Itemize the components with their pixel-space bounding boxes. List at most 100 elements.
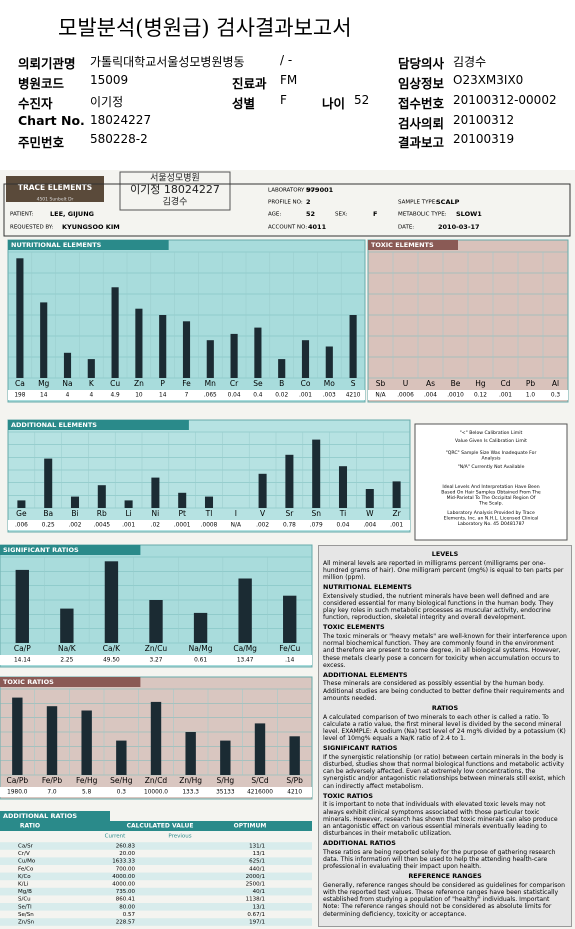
element-label: P xyxy=(160,379,165,388)
element-value: .006 xyxy=(15,523,28,529)
element-value: .0010 xyxy=(447,393,464,399)
table-current: 260.83 xyxy=(116,844,136,850)
value-row xyxy=(368,390,568,400)
element-label: Sr xyxy=(285,509,294,518)
element-label: Se xyxy=(253,379,263,388)
element-label: S/Cd xyxy=(251,776,269,785)
chart-head xyxy=(368,240,458,250)
bar xyxy=(17,500,26,508)
info-label: 나이 xyxy=(322,96,346,111)
element-value: 4.9 xyxy=(110,393,120,399)
element-label: Cu xyxy=(110,379,120,388)
element-label: Ti xyxy=(339,509,346,518)
bar xyxy=(12,697,23,775)
info-value: 18024227 xyxy=(90,113,152,127)
note-heading: TOXIC RATIOS xyxy=(323,791,373,800)
info-value: 20100312 xyxy=(453,113,515,127)
element-label: I xyxy=(235,509,237,518)
legend-item: "N/A" Currently Not Available xyxy=(458,464,525,470)
element-label: K xyxy=(89,379,95,388)
info-extra: / - xyxy=(280,53,293,67)
element-label: Ba xyxy=(43,509,53,518)
element-label: Sn xyxy=(311,509,321,518)
bar xyxy=(40,302,48,378)
element-label: Ca/K xyxy=(103,644,121,653)
bar xyxy=(220,740,231,775)
bar xyxy=(193,612,208,643)
element-label: Mo xyxy=(324,379,335,388)
table-stripe xyxy=(0,857,312,865)
element-value: 14 xyxy=(159,393,167,399)
element-value: 198 xyxy=(14,393,25,399)
title: 모발분석(병원급) 검사결과보고서 xyxy=(58,16,352,40)
table-optimum: 1138/1 xyxy=(246,897,265,903)
note-heading: RATIOS xyxy=(431,704,459,712)
element-label: Be xyxy=(451,379,461,388)
table-optimum: 0.67/1 xyxy=(247,912,265,918)
element-label: S xyxy=(351,379,356,388)
chart-title: SIGNIFICANT RATIOS xyxy=(3,546,79,554)
info-value: 김경수 xyxy=(453,55,487,69)
info-label: 성별 xyxy=(232,96,256,111)
table-current: 4000.00 xyxy=(112,882,135,888)
field-label: SEX: xyxy=(335,212,348,218)
bar xyxy=(87,359,95,378)
element-value: 4216000 xyxy=(247,790,273,796)
field-value: 979001 xyxy=(306,186,334,194)
element-label: Ni xyxy=(152,509,160,518)
note-heading: REFERENCE RANGES xyxy=(408,872,482,881)
table-current: 4000.00 xyxy=(112,874,135,880)
element-value: 1.0 xyxy=(526,393,536,399)
element-value: 133.3 xyxy=(182,790,199,796)
table-ratio: Fe/Co xyxy=(18,866,34,872)
element-value: .001 xyxy=(499,393,512,399)
info-value: 20100319 xyxy=(453,132,515,146)
element-label: Tl xyxy=(205,509,213,518)
bar xyxy=(182,321,191,378)
element-value: 0.25 xyxy=(42,523,55,529)
element-value: 0.4 xyxy=(253,393,263,399)
element-label: Rb xyxy=(97,509,107,518)
note-heading: SIGNIFICANT RATIOS xyxy=(323,744,398,753)
element-label: Zn/Cu xyxy=(145,644,168,653)
stamp: 이기정 18024227 xyxy=(130,183,220,196)
element-value: .002 xyxy=(256,523,269,529)
table-stripe xyxy=(0,918,312,926)
field-value: 4011 xyxy=(308,223,327,231)
field-value: SLOW1 xyxy=(456,210,482,218)
element-label: W xyxy=(366,509,374,518)
element-label: Fe/Cu xyxy=(279,644,300,653)
value-row xyxy=(0,655,312,665)
element-value: 7.0 xyxy=(47,790,57,796)
table-column: RATIO xyxy=(20,823,40,830)
element-label: Al xyxy=(552,379,559,388)
element-label: Co xyxy=(301,379,311,388)
bar xyxy=(151,477,160,508)
note-heading: ADDITIONAL RATIOS xyxy=(323,839,396,848)
bar xyxy=(283,595,297,643)
legend-item: Value Given Is Calibration Limit xyxy=(455,438,527,444)
bar xyxy=(116,740,127,775)
element-value: 4210 xyxy=(346,393,361,399)
field-label: AGE: xyxy=(268,212,281,218)
element-value: 1980.0 xyxy=(7,790,28,796)
value-row xyxy=(8,390,365,400)
info-value: FM xyxy=(280,73,298,87)
bar xyxy=(81,710,92,775)
element-label: Sb xyxy=(376,379,386,388)
info-value: 580228-2 xyxy=(90,132,148,146)
table-title: ADDITIONAL RATIOS xyxy=(3,812,77,820)
bar xyxy=(278,359,286,378)
element-value: 0.3 xyxy=(117,790,127,796)
element-value: .0006 xyxy=(397,393,414,399)
element-value: 3.27 xyxy=(150,658,163,664)
bar xyxy=(365,489,374,508)
element-label: Bi xyxy=(71,509,78,518)
bar xyxy=(338,466,348,508)
field-label: METABOLIC TYPE: xyxy=(398,212,447,218)
bar xyxy=(124,500,133,508)
table-ratio: Zn/Sn xyxy=(18,920,35,926)
info-value: 가톨릭대학교서울성모병원병동 xyxy=(90,55,245,69)
info-value: 20100312-00002 xyxy=(453,93,557,107)
bar xyxy=(349,315,357,378)
